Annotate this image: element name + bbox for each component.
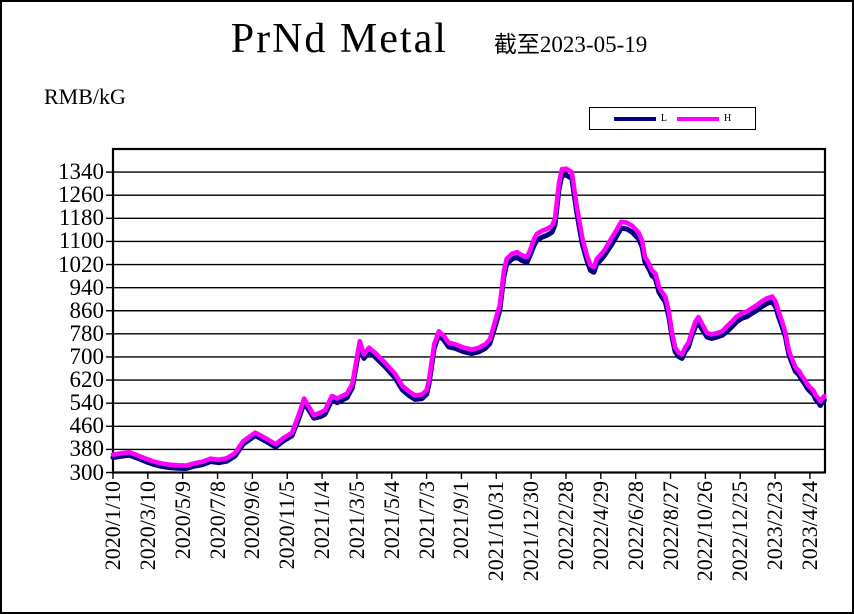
y-axis-tick-label: 1020 <box>58 251 104 277</box>
legend-line-swatch-l-icon <box>613 116 656 121</box>
x-axis-tick-label: 2020/11/5 <box>274 481 300 570</box>
x-axis-tick-label: 2021/1/4 <box>309 481 335 560</box>
x-axis-tick-label: 2021/9/1 <box>448 481 474 560</box>
x-axis-tick-label: 2022/10/26 <box>692 481 718 582</box>
legend-item-h: H <box>676 112 732 124</box>
y-axis-tick-label: 940 <box>69 274 105 300</box>
y-axis-tick-label: 380 <box>69 436 105 462</box>
y-axis-unit-label: RMB/kG <box>44 84 126 109</box>
y-axis-tick-label: 780 <box>69 320 105 346</box>
title-row: PrNd Metal 截至2023-05-19 <box>14 16 852 62</box>
x-axis-tick-label: 2020/3/10 <box>134 481 160 571</box>
y-axis-tick-label: 460 <box>69 413 105 439</box>
x-axis-tick-label: 2021/3/5 <box>343 481 369 560</box>
x-axis-tick-label: 2021/10/31 <box>483 481 509 582</box>
series-line-h <box>110 166 827 468</box>
legend-label-h: H <box>723 112 732 124</box>
y-axis-tick-label: 1340 <box>58 159 104 185</box>
y-axis-tick-label: 860 <box>69 297 105 323</box>
x-axis-tick-label: 2023/4/24 <box>796 481 822 571</box>
y-axis-tick-label: 1100 <box>58 228 104 254</box>
legend-item-l: L <box>613 112 667 124</box>
y-axis-tick-label: 700 <box>69 343 105 369</box>
legend-label-l: L <box>660 112 667 124</box>
y-axis-tick-label: 540 <box>69 390 105 416</box>
chart-title: PrNd Metal <box>230 16 448 62</box>
y-axis-tick-label: 1180 <box>58 205 104 231</box>
x-axis-tick-label: 2022/8/27 <box>657 481 683 571</box>
y-axis-tick-label: 1260 <box>58 182 104 208</box>
x-axis-tick-label: 2020/9/6 <box>239 481 265 560</box>
x-axis-tick-label: 2020/5/9 <box>169 481 195 560</box>
legend: L H <box>589 107 756 130</box>
x-axis-tick-label: 2022/12/25 <box>727 481 753 582</box>
x-axis-tick-label: 2020/1/10 <box>100 481 125 571</box>
x-axis-tick-label: 2022/6/28 <box>622 481 648 571</box>
x-axis-tick-label: 2021/5/4 <box>378 481 404 560</box>
series-line-l <box>110 172 827 471</box>
x-axis-tick-label: 2022/2/28 <box>552 481 578 571</box>
x-axis-tick-label: 2020/7/8 <box>204 481 230 560</box>
x-axis-tick-label: 2021/12/30 <box>518 481 544 582</box>
y-axis-tick-label: 300 <box>69 459 105 485</box>
y-axis-tick-label: 620 <box>69 367 105 393</box>
x-axis-tick-label: 2021/7/3 <box>413 481 439 560</box>
x-axis-tick-label: 2023/2/23 <box>762 481 788 571</box>
as-of-date-label: 截至2023-05-19 <box>493 32 648 57</box>
x-axis-tick-label: 2022/4/29 <box>587 481 613 571</box>
legend-line-swatch-h-icon <box>676 116 719 121</box>
